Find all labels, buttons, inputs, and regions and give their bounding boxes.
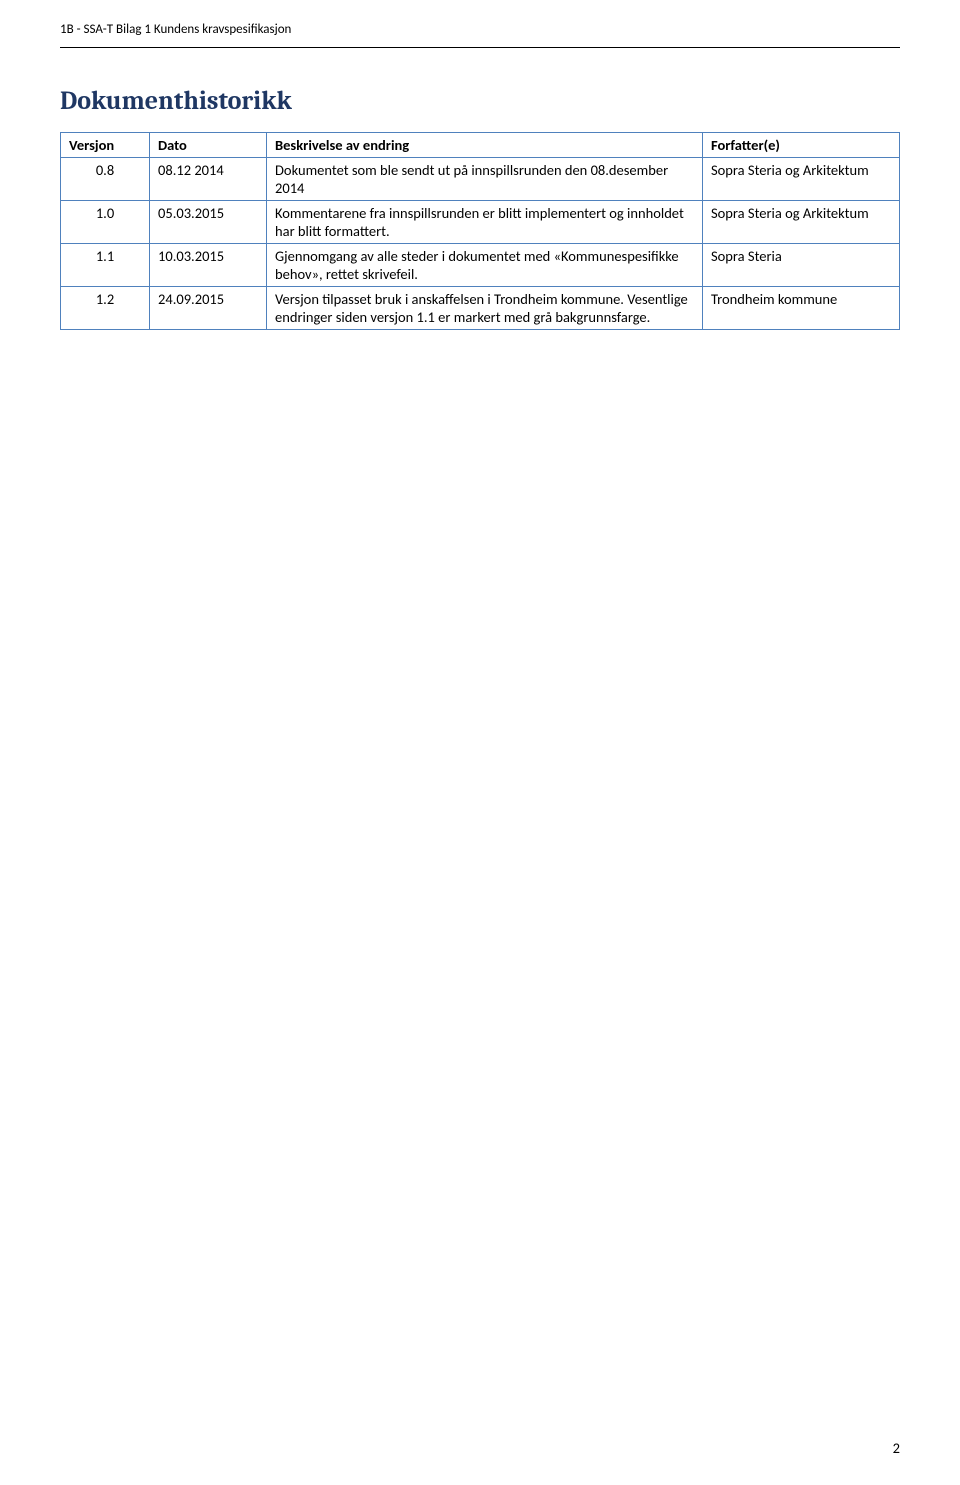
table-body: 0.8 08.12 2014 Dokumentet som ble sendt …	[61, 158, 900, 330]
table-head: Versjon Dato Beskrivelse av endring Forf…	[61, 133, 900, 158]
page-title: Dokumenthistorikk	[60, 86, 900, 116]
table-row: 1.2 24.09.2015 Versjon tilpasset bruk i …	[61, 287, 900, 330]
cell-dato: 24.09.2015	[150, 287, 267, 330]
table-row: 1.0 05.03.2015 Kommentarene fra innspill…	[61, 201, 900, 244]
cell-forfatter: Trondheim kommune	[703, 287, 900, 330]
cell-forfatter: Sopra Steria og Arkitektum	[703, 158, 900, 201]
cell-dato: 10.03.2015	[150, 244, 267, 287]
col-header-versjon: Versjon	[61, 133, 150, 158]
table-row: 0.8 08.12 2014 Dokumentet som ble sendt …	[61, 158, 900, 201]
cell-versjon: 0.8	[61, 158, 150, 201]
table-header-row: Versjon Dato Beskrivelse av endring Forf…	[61, 133, 900, 158]
col-header-forfatter: Forfatter(e)	[703, 133, 900, 158]
cell-versjon: 1.2	[61, 287, 150, 330]
cell-versjon: 1.1	[61, 244, 150, 287]
cell-beskrivelse: Dokumentet som ble sendt ut på innspills…	[267, 158, 703, 201]
cell-beskrivelse: Versjon tilpasset bruk i anskaffelsen i …	[267, 287, 703, 330]
cell-beskrivelse: Gjennomgang av alle steder i dokumentet …	[267, 244, 703, 287]
table-row: 1.1 10.03.2015 Gjennomgang av alle stede…	[61, 244, 900, 287]
header-rule	[60, 47, 900, 48]
col-header-dato: Dato	[150, 133, 267, 158]
page: 1B - SSA-T Bilag 1 Kundens kravspesifika…	[0, 0, 960, 1485]
cell-versjon: 1.0	[61, 201, 150, 244]
cell-forfatter: Sopra Steria	[703, 244, 900, 287]
col-header-beskrivelse: Beskrivelse av endring	[267, 133, 703, 158]
cell-beskrivelse: Kommentarene fra innspillsrunden er blit…	[267, 201, 703, 244]
history-table: Versjon Dato Beskrivelse av endring Forf…	[60, 132, 900, 330]
running-header: 1B - SSA-T Bilag 1 Kundens kravspesifika…	[60, 22, 900, 37]
cell-dato: 05.03.2015	[150, 201, 267, 244]
cell-forfatter: Sopra Steria og Arkitektum	[703, 201, 900, 244]
page-number: 2	[893, 1439, 900, 1457]
cell-dato: 08.12 2014	[150, 158, 267, 201]
